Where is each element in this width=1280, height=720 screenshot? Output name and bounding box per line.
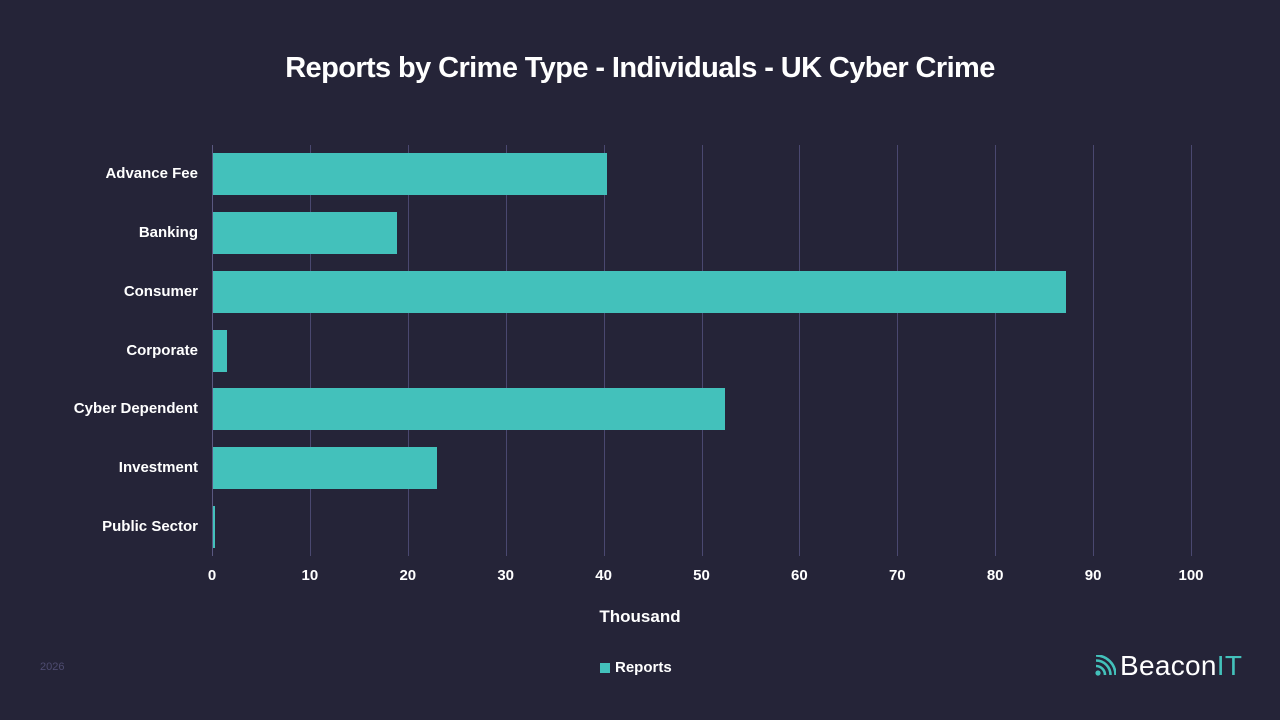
x-tick-label: 80 [986,567,1004,584]
category-label: Consumer [123,282,198,300]
x-tick-label: 30 [497,567,515,584]
plot-area [212,145,1192,556]
x-axis-title: Thousand [599,607,681,626]
bar-consumer[interactable] [213,270,1066,313]
gridline [799,145,801,556]
legend-swatch-reports [600,662,610,673]
category-label: Corporate [126,341,198,359]
chart-title: Reports by Crime Type - Individuals - UK… [285,52,995,84]
category-label: Public Sector [102,517,198,535]
x-tick-label: 20 [399,567,417,584]
gridline [505,145,507,556]
gridline [897,145,899,556]
gridline [1191,145,1192,556]
category-label: Advance Fee [105,165,198,183]
x-tick-label: 0 [207,567,217,584]
bar-banking[interactable] [213,212,398,255]
gridline [701,145,703,556]
brand-name: Beacon [1120,650,1217,681]
legend[interactable]: Reports [600,659,672,676]
category-label: Investment [118,458,198,476]
x-tick-label: 100 [1178,567,1204,584]
bar-cyber-dependent[interactable] [213,388,726,431]
x-tick-label: 40 [595,567,612,584]
gridline [407,145,409,556]
y-axis-line [212,145,213,556]
signal-icon [1095,655,1116,676]
x-tick-label: 10 [301,567,319,584]
gridline [603,145,605,556]
gridline [995,145,997,556]
bar-corporate[interactable] [213,329,227,372]
category-label: Banking [138,224,198,242]
bar-advance-fee[interactable] [213,153,607,196]
gridline [309,145,311,556]
x-tick-label: 60 [791,567,808,584]
x-tick-label: 90 [1084,567,1102,584]
legend-label-reports: Reports [615,659,672,676]
brand-accent: IT [1216,650,1243,681]
x-tick-label: 50 [693,567,710,584]
footer-year: 2026 [40,661,65,673]
category-label: Cyber Dependent [73,400,198,418]
bar-public-sector[interactable] [213,505,215,548]
brand-logo: BeaconIT [1094,650,1242,682]
bar-investment[interactable] [213,446,438,489]
gridline [1093,145,1095,556]
x-tick-label: 70 [888,567,906,584]
